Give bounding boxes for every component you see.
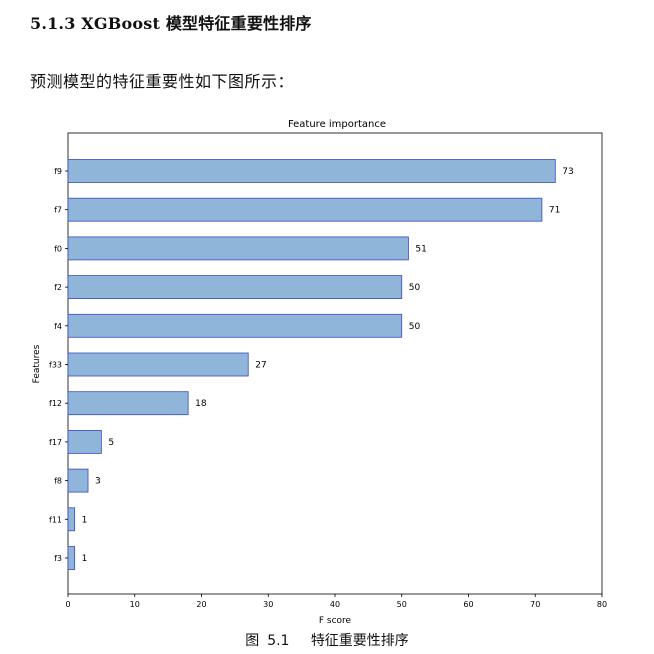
caption-prefix: 图 xyxy=(245,633,260,649)
data-labels: 73 71 51 50 50 27 18 5 3 1 1 xyxy=(82,167,574,564)
y-axis-label: Features xyxy=(32,344,42,383)
data-label-f0: 51 xyxy=(415,244,426,254)
intro-text: 预测模型的特征重要性如下图所示： xyxy=(30,72,295,91)
data-label-f7: 71 xyxy=(549,206,560,216)
x-tick-label-0: 0 xyxy=(65,600,70,609)
bar-f2 xyxy=(67,275,403,300)
data-label-f12: 18 xyxy=(195,399,207,409)
section-heading: 5.1.3 XGBoost 模型特征重要性排序 xyxy=(30,14,312,33)
y-tick-label-f33: f33 xyxy=(49,361,62,370)
y-tick-label-f3: f3 xyxy=(54,554,62,563)
y-tick-label-f7: f7 xyxy=(54,206,62,215)
x-tick-label-40: 40 xyxy=(330,600,340,609)
data-label-f2: 50 xyxy=(409,283,421,293)
data-label-f3: 1 xyxy=(82,554,88,564)
y-tick-label-f4: f4 xyxy=(54,322,62,331)
x-tick-label-20: 20 xyxy=(196,600,206,609)
x-tick-label-30: 30 xyxy=(263,600,273,609)
data-label-f8: 3 xyxy=(95,477,101,487)
y-tick-label-f12: f12 xyxy=(49,399,62,408)
x-tick-label-50: 50 xyxy=(397,600,407,609)
bar-f3 xyxy=(67,546,76,570)
y-tick-label-f0: f0 xyxy=(54,244,62,253)
data-label-f4: 50 xyxy=(409,322,421,332)
data-label-f9: 73 xyxy=(562,167,573,177)
caption-title: 特征重要性排序 xyxy=(310,633,409,649)
data-label-f33: 27 xyxy=(255,361,266,371)
figure-caption: 图 5.1 特征重要性排序 xyxy=(0,630,654,650)
chart-title: Feature importance xyxy=(288,119,386,130)
y-tick-labels: f9 f7 f0 f2 f4 f33 f12 f17 f8 f11 f3 xyxy=(49,167,68,563)
y-tick-label-f8: f8 xyxy=(54,477,62,486)
x-tick-label-80: 80 xyxy=(597,600,607,609)
bar-f8 xyxy=(67,468,89,493)
bar-f12 xyxy=(67,391,189,416)
data-label-f11: 1 xyxy=(82,515,88,525)
x-tick-label-70: 70 xyxy=(530,600,540,609)
bar-f9 xyxy=(67,159,556,183)
caption-number: 5.1 xyxy=(267,633,290,649)
y-tick-label-f17: f17 xyxy=(49,438,62,447)
bar-f17 xyxy=(67,429,102,454)
bar-f11 xyxy=(67,507,76,532)
y-tick-label-f2: f2 xyxy=(54,283,62,292)
x-tick-label-60: 60 xyxy=(463,600,473,609)
bar-f33 xyxy=(67,352,249,377)
bar-f7 xyxy=(67,197,543,222)
x-tick-labels: 0 10 20 30 40 50 60 70 80 xyxy=(65,594,607,609)
y-tick-label-f11: f11 xyxy=(49,515,62,524)
data-label-f17: 5 xyxy=(108,438,114,448)
bar-f4 xyxy=(67,313,403,338)
x-axis-label: F score xyxy=(319,616,352,626)
bar-f0 xyxy=(67,236,409,261)
bars-layer xyxy=(67,159,556,570)
y-tick-label-f9: f9 xyxy=(54,167,62,176)
x-tick-label-10: 10 xyxy=(130,600,140,609)
